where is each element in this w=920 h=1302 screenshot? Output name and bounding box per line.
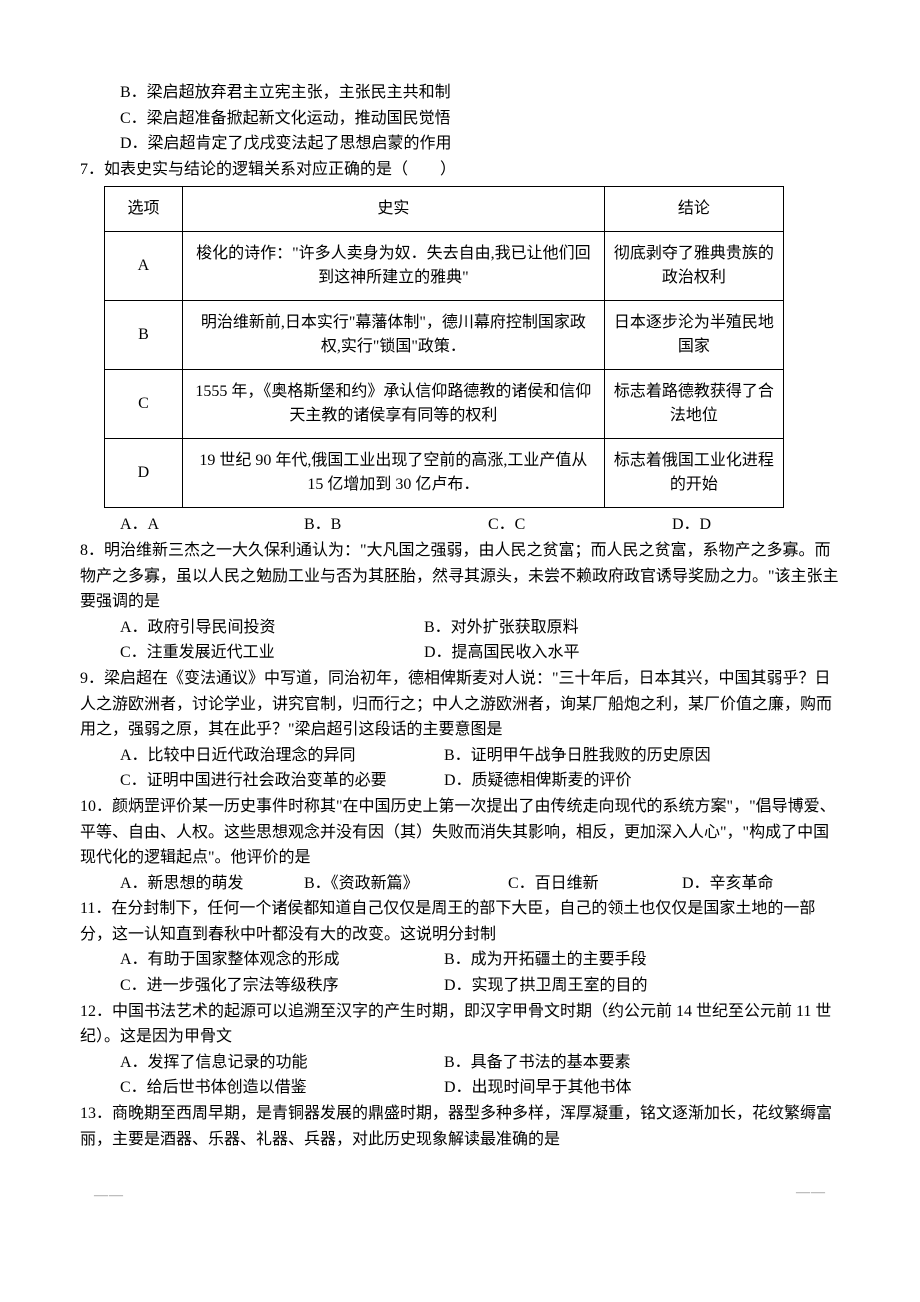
cell-conc: 日本逐步沦为半殖民地国家 <box>604 301 783 370</box>
q12-row2: C．给后世书体创造以借鉴 D．出现时间早于其他书体 <box>80 1075 840 1101</box>
footer-dash-left: —— <box>80 1188 124 1203</box>
q10-option-a: A．新思想的萌发 <box>120 871 300 897</box>
cell-fact: 19 世纪 90 年代,俄国工业出现了空前的高涨,工业产值从 15 亿增加到 3… <box>182 439 604 508</box>
q11-option-a: A．有助于国家整体观念的形成 <box>120 947 440 973</box>
q6-option-b: B．梁启超放弃君主立宪主张，主张民主共和制 <box>80 80 840 106</box>
q9-option-b: B．证明甲午战争日胜我败的历史原因 <box>444 743 711 769</box>
q8-row2: C．注重发展近代工业 D．提高国民收入水平 <box>80 640 840 666</box>
cell-opt: A <box>105 232 183 301</box>
page-footer: —— —— <box>80 1182 840 1208</box>
cell-conc: 标志着俄国工业化进程的开始 <box>604 439 783 508</box>
q10-stem: 10．颜炳罡评价某一历史事件时称其"在中国历史上第一次提出了由传统走向现代的系统… <box>80 794 840 871</box>
cell-fact: 1555 年，《奥格斯堡和约》承认信仰路德教的诸侯和信仰天主教的诸侯享有同等的权… <box>182 370 604 439</box>
cell-opt: D <box>105 439 183 508</box>
table-header-row: 选项 史实 结论 <box>105 187 784 232</box>
q9-row2: C．证明中国进行社会政治变革的必要 D．质疑德相俾斯麦的评价 <box>80 768 840 794</box>
table-row: C 1555 年，《奥格斯堡和约》承认信仰路德教的诸侯和信仰天主教的诸侯享有同等… <box>105 370 784 439</box>
cell-fact: 明治维新前,日本实行"幕藩体制"，德川幕府控制国家政权,实行"锁国"政策． <box>182 301 604 370</box>
table-row: A 梭化的诗作："许多人卖身为奴．失去自由,我已让他们回到这神所建立的雅典" 彻… <box>105 232 784 301</box>
q12-option-b: B．具备了书法的基本要素 <box>444 1050 631 1076</box>
table-row: B 明治维新前,日本实行"幕藩体制"，德川幕府控制国家政权,实行"锁国"政策． … <box>105 301 784 370</box>
q11-row1: A．有助于国家整体观念的形成 B．成为开拓疆土的主要手段 <box>80 947 840 973</box>
q12-row1: A．发挥了信息记录的功能 B．具备了书法的基本要素 <box>80 1050 840 1076</box>
q8-option-d: D．提高国民收入水平 <box>424 640 580 666</box>
q11-option-c: C．进一步强化了宗法等级秩序 <box>120 973 440 999</box>
q11-option-d: D．实现了拱卫周王室的目的 <box>444 973 648 999</box>
q10-option-d: D．辛亥革命 <box>682 871 774 897</box>
cell-conc: 彻底剥夺了雅典贵族的政治权利 <box>604 232 783 301</box>
q7-answer-row: A．A B．B C．C D．D <box>80 512 840 538</box>
cell-opt: C <box>105 370 183 439</box>
q7-option-d: D．D <box>672 512 711 538</box>
q7-option-a: A．A <box>120 512 300 538</box>
q12-option-d: D．出现时间早于其他书体 <box>444 1075 632 1101</box>
footer-dash-right: —— <box>796 1182 840 1204</box>
th-conclusion: 结论 <box>604 187 783 232</box>
q9-row1: A．比较中日近代政治理念的异同 B．证明甲午战争日胜我败的历史原因 <box>80 743 840 769</box>
q8-option-b: B．对外扩张获取原料 <box>424 615 579 641</box>
q9-stem: 9．梁启超在《变法通议》中写道，同治初年，德相俾斯麦对人说："三十年后，日本其兴… <box>80 666 840 743</box>
q6-option-c: C．梁启超准备掀起新文化运动，推动国民觉悟 <box>80 106 840 132</box>
q8-option-a: A．政府引导民间投资 <box>120 615 420 641</box>
th-fact: 史实 <box>182 187 604 232</box>
q11-row2: C．进一步强化了宗法等级秩序 D．实现了拱卫周王室的目的 <box>80 973 840 999</box>
q9-option-d: D．质疑德相俾斯麦的评价 <box>444 768 632 794</box>
cell-conc: 标志着路德教获得了合法地位 <box>604 370 783 439</box>
q11-option-b: B．成为开拓疆土的主要手段 <box>444 947 647 973</box>
q8-row1: A．政府引导民间投资 B．对外扩张获取原料 <box>80 615 840 641</box>
q10-option-c: C．百日维新 <box>508 871 678 897</box>
cell-opt: B <box>105 301 183 370</box>
q10-row: A．新思想的萌发 B．《资政新篇》 C．百日维新 D．辛亥革命 <box>80 871 840 897</box>
q13-stem: 13．商晚期至西周早期，是青铜器发展的鼎盛时期，器型多种多样，浑厚凝重，铭文逐渐… <box>80 1101 840 1152</box>
q7-option-c: C．C <box>488 512 668 538</box>
table-row: D 19 世纪 90 年代,俄国工业出现了空前的高涨,工业产值从 15 亿增加到… <box>105 439 784 508</box>
q9-option-c: C．证明中国进行社会政治变革的必要 <box>120 768 440 794</box>
cell-fact: 梭化的诗作："许多人卖身为奴．失去自由,我已让他们回到这神所建立的雅典" <box>182 232 604 301</box>
q9-option-a: A．比较中日近代政治理念的异同 <box>120 743 440 769</box>
q12-option-c: C．给后世书体创造以借鉴 <box>120 1075 440 1101</box>
q11-stem: 11．在分封制下，任何一个诸侯都知道自己仅仅是周王的部下大臣，自己的领土也仅仅是… <box>80 896 840 947</box>
q10-option-b: B．《资政新篇》 <box>304 871 504 897</box>
q7-table: 选项 史实 结论 A 梭化的诗作："许多人卖身为奴．失去自由,我已让他们回到这神… <box>104 186 784 508</box>
q7-stem: 7．如表史实与结论的逻辑关系对应正确的是（ ） <box>80 157 840 183</box>
q7-option-b: B．B <box>304 512 484 538</box>
q12-option-a: A．发挥了信息记录的功能 <box>120 1050 440 1076</box>
q8-option-c: C．注重发展近代工业 <box>120 640 420 666</box>
q8-stem: 8．明治维新三杰之一大久保利通认为："大凡国之强弱，由人民之贫富；而人民之贫富，… <box>80 538 840 615</box>
q6-option-d: D．梁启超肯定了戊戌变法起了思想启蒙的作用 <box>80 131 840 157</box>
q12-stem: 12．中国书法艺术的起源可以追溯至汉字的产生时期，即汉字甲骨文时期（约公元前 1… <box>80 999 840 1050</box>
th-option: 选项 <box>105 187 183 232</box>
